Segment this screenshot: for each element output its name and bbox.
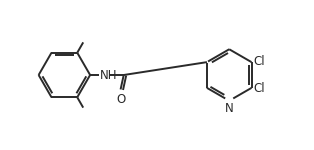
Text: Cl: Cl [254,55,265,68]
Text: Cl: Cl [254,82,265,95]
Text: NH: NH [100,69,117,81]
Text: O: O [116,93,125,106]
Text: N: N [225,102,234,115]
